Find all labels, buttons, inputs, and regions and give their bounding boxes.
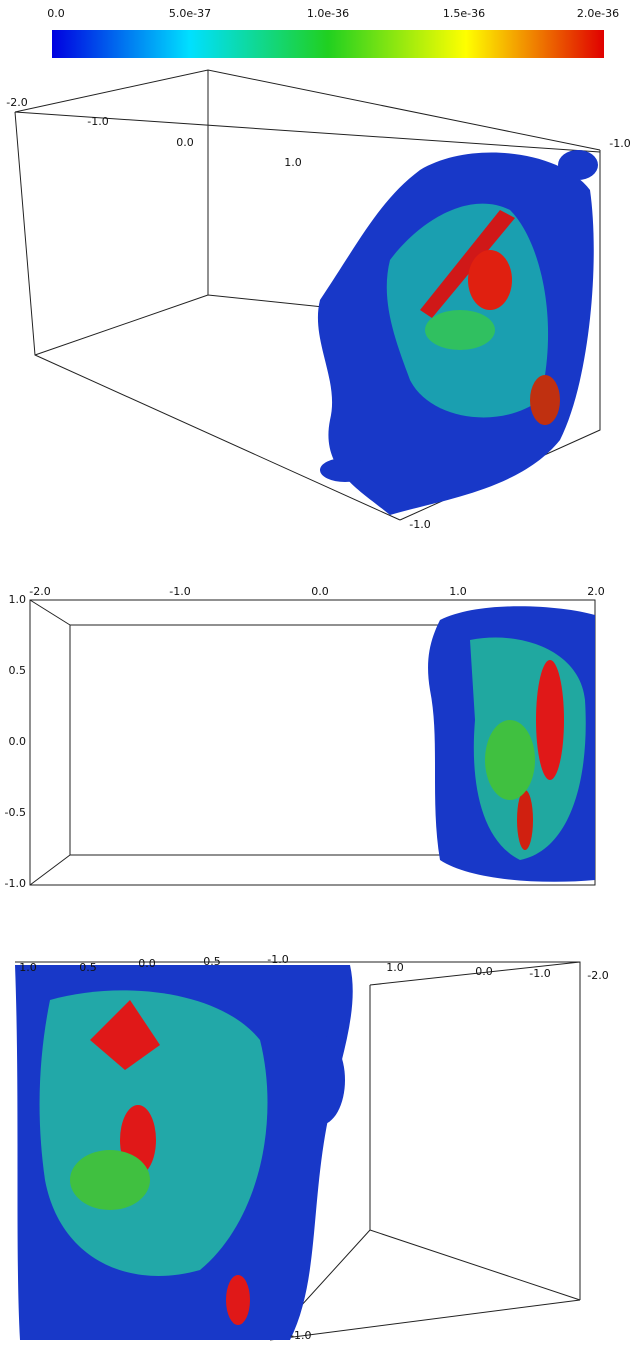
isosurface <box>226 1275 250 1325</box>
isosurface <box>485 720 535 800</box>
axis-label: 0.0 <box>311 585 329 598</box>
isosurface <box>320 458 370 482</box>
isosurface <box>70 1150 150 1210</box>
box-edges <box>15 961 581 1341</box>
axis-label: 0.0 <box>138 957 156 970</box>
axis-label: -1.0 <box>529 967 550 980</box>
isosurface <box>517 790 533 850</box>
axis-label: 1.0 <box>449 585 467 598</box>
panel-1: -2.0 -1.0 0.0 1.0 -1.0 -1.0 <box>6 69 631 531</box>
isosurface <box>468 250 512 310</box>
isosurface <box>530 375 560 425</box>
panel-2: -2.0 -1.0 0.0 1.0 2.0 1.0 0.5 0.0 -0.5 -… <box>5 585 605 890</box>
isosurface <box>295 1035 345 1125</box>
axis-label: 1.0 <box>19 961 37 974</box>
box-edges <box>14 69 601 521</box>
axis-label: -1.0 <box>5 877 26 890</box>
axis-label: 0.0 <box>176 136 194 149</box>
colorbar-tick: 1.0e-36 <box>307 7 349 20</box>
colorbar-tick: 2.0e-36 <box>577 7 619 20</box>
axis-label: -1.0 <box>87 115 108 128</box>
axis-label: 1.0 <box>284 156 302 169</box>
colorbar <box>52 30 604 58</box>
isosurface <box>536 660 564 780</box>
axis-label: -0.5 <box>5 806 26 819</box>
axis-label: -1.0 <box>169 585 190 598</box>
axis-label: 1.0 <box>9 593 27 606</box>
axis-label: 0.0 <box>9 735 27 748</box>
isosurface <box>90 1000 160 1070</box>
axis-label: 1.0 <box>386 961 404 974</box>
colorbar-tick: 5.0e-37 <box>169 7 211 20</box>
axis-label: -0.5 <box>199 955 220 968</box>
axis-label: 0.5 <box>79 961 97 974</box>
axis-label: -1.0 <box>609 137 630 150</box>
isosurface <box>425 310 495 350</box>
axis-label: 2.0 <box>587 585 605 598</box>
colorbar-tick: 0.0 <box>47 7 65 20</box>
isosurface <box>420 210 515 318</box>
axis-label: -2.0 <box>6 96 27 109</box>
isosurface <box>558 150 598 180</box>
box-edges <box>29 599 596 886</box>
axis-label: 0.5 <box>9 664 27 677</box>
axis-label: -1.0 <box>267 953 288 966</box>
colorbar-tick: 1.5e-36 <box>443 7 485 20</box>
axis-label: -2.0 <box>587 969 608 982</box>
axis-label: -1.0 <box>290 1329 311 1342</box>
axis-label: -1.0 <box>409 518 430 531</box>
axis-label: 0.0 <box>475 965 493 978</box>
axis-label: -2.0 <box>29 585 50 598</box>
panel-3: 1.0 0.5 0.0 -0.5 -1.0 1.0 0.0 -1.0 -2.0 … <box>15 953 609 1342</box>
